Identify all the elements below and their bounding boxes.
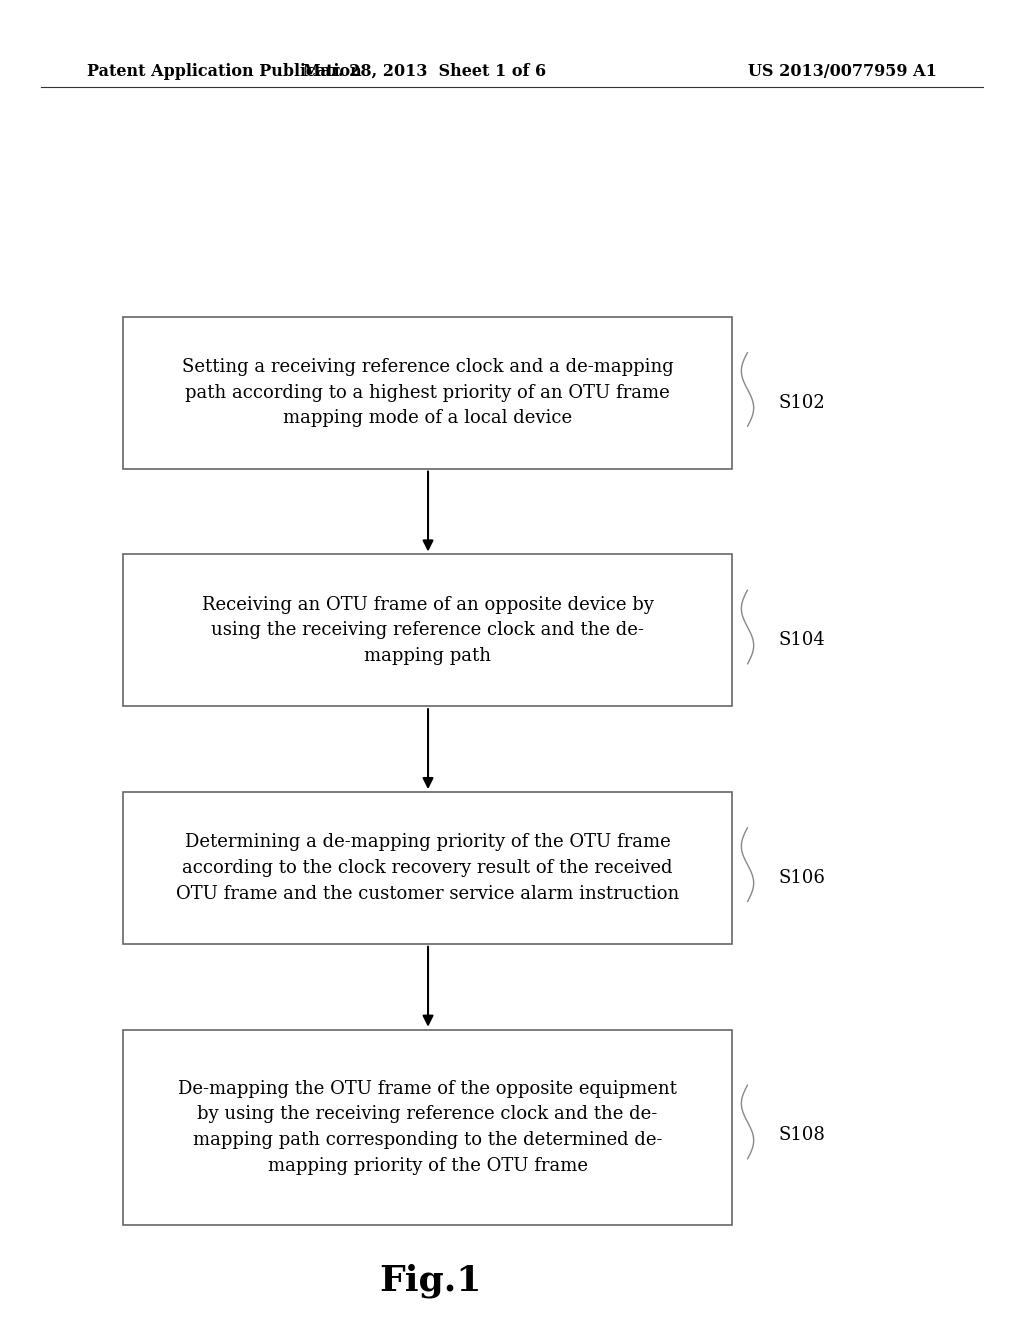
- Text: S106: S106: [778, 869, 825, 887]
- Text: Fig.1: Fig.1: [379, 1263, 481, 1298]
- Text: Setting a receiving reference clock and a de-mapping
path according to a highest: Setting a receiving reference clock and …: [181, 358, 674, 428]
- Bar: [123, 1030, 732, 1225]
- Text: S102: S102: [778, 393, 825, 412]
- Text: De-mapping the OTU frame of the opposite equipment
by using the receiving refere: De-mapping the OTU frame of the opposite…: [178, 1080, 677, 1175]
- Text: Patent Application Publication: Patent Application Publication: [87, 63, 361, 79]
- Text: US 2013/0077959 A1: US 2013/0077959 A1: [749, 63, 937, 79]
- Text: S104: S104: [778, 631, 825, 649]
- Bar: [123, 792, 732, 944]
- Text: Determining a de-mapping priority of the OTU frame
according to the clock recove: Determining a de-mapping priority of the…: [176, 833, 679, 903]
- Text: S108: S108: [778, 1126, 825, 1144]
- Text: Receiving an OTU frame of an opposite device by
using the receiving reference cl: Receiving an OTU frame of an opposite de…: [202, 595, 653, 665]
- Text: Mar. 28, 2013  Sheet 1 of 6: Mar. 28, 2013 Sheet 1 of 6: [303, 63, 547, 79]
- Bar: [123, 554, 732, 706]
- Bar: [123, 317, 732, 469]
